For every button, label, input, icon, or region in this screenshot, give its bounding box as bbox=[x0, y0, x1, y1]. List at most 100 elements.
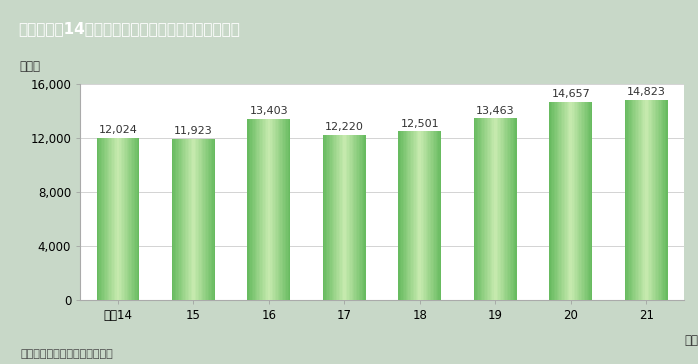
Bar bbox=[193, 139, 195, 300]
Bar bbox=[186, 139, 188, 300]
Bar bbox=[591, 102, 593, 300]
Bar bbox=[410, 131, 411, 300]
Bar bbox=[630, 100, 632, 300]
Bar bbox=[356, 135, 357, 300]
Bar bbox=[659, 100, 660, 300]
Bar bbox=[571, 102, 572, 300]
Bar bbox=[263, 119, 265, 300]
Bar bbox=[117, 138, 118, 300]
Bar bbox=[584, 102, 585, 300]
Bar bbox=[565, 102, 567, 300]
Bar bbox=[567, 102, 568, 300]
Bar bbox=[515, 118, 517, 300]
Bar bbox=[667, 100, 668, 300]
Bar bbox=[336, 135, 337, 300]
Bar bbox=[408, 131, 410, 300]
Bar bbox=[493, 118, 494, 300]
Bar bbox=[487, 118, 488, 300]
Bar bbox=[131, 138, 133, 300]
Bar bbox=[337, 135, 339, 300]
Bar bbox=[357, 135, 359, 300]
Bar bbox=[258, 119, 259, 300]
Bar bbox=[281, 119, 282, 300]
Bar bbox=[129, 138, 131, 300]
Bar bbox=[572, 102, 574, 300]
Bar bbox=[641, 100, 642, 300]
Bar bbox=[639, 100, 641, 300]
Bar bbox=[440, 131, 441, 300]
Bar bbox=[135, 138, 137, 300]
Bar bbox=[111, 138, 112, 300]
Bar bbox=[568, 102, 570, 300]
Bar bbox=[560, 102, 563, 300]
Bar bbox=[437, 131, 438, 300]
Bar bbox=[352, 135, 353, 300]
Bar bbox=[665, 100, 667, 300]
Bar bbox=[262, 119, 263, 300]
Bar bbox=[642, 100, 644, 300]
Bar bbox=[649, 100, 651, 300]
Bar bbox=[172, 139, 173, 300]
Bar bbox=[99, 138, 101, 300]
Bar bbox=[285, 119, 286, 300]
Bar bbox=[562, 102, 564, 300]
Text: （件）: （件） bbox=[20, 60, 41, 73]
Bar bbox=[656, 100, 658, 300]
Bar bbox=[558, 102, 559, 300]
Bar bbox=[211, 139, 212, 300]
Bar bbox=[265, 119, 266, 300]
Bar bbox=[475, 118, 477, 300]
Bar bbox=[662, 100, 664, 300]
Bar bbox=[252, 119, 253, 300]
Bar bbox=[253, 119, 255, 300]
Bar bbox=[278, 119, 279, 300]
Bar bbox=[629, 100, 630, 300]
Bar bbox=[574, 102, 575, 300]
Bar bbox=[348, 135, 349, 300]
Bar bbox=[507, 118, 508, 300]
Text: 13,463: 13,463 bbox=[476, 106, 514, 116]
Bar bbox=[283, 119, 285, 300]
Bar bbox=[404, 131, 406, 300]
Bar bbox=[645, 100, 646, 300]
Bar bbox=[431, 131, 433, 300]
Bar bbox=[286, 119, 288, 300]
Bar bbox=[175, 139, 177, 300]
Bar bbox=[496, 118, 497, 300]
Bar bbox=[626, 100, 628, 300]
Bar bbox=[360, 135, 362, 300]
Bar bbox=[349, 135, 350, 300]
Bar bbox=[501, 118, 503, 300]
Bar bbox=[589, 102, 591, 300]
Bar bbox=[134, 138, 135, 300]
Bar bbox=[355, 135, 356, 300]
Bar bbox=[579, 102, 581, 300]
Bar bbox=[114, 138, 115, 300]
Bar bbox=[126, 138, 128, 300]
Bar bbox=[138, 138, 140, 300]
Bar bbox=[552, 102, 554, 300]
Text: 14,823: 14,823 bbox=[627, 87, 666, 97]
Bar bbox=[128, 138, 129, 300]
Bar bbox=[658, 100, 659, 300]
Bar bbox=[438, 131, 440, 300]
Bar bbox=[110, 138, 111, 300]
Bar bbox=[417, 131, 419, 300]
Bar bbox=[364, 135, 366, 300]
Bar bbox=[628, 100, 629, 300]
Bar bbox=[269, 119, 270, 300]
Bar bbox=[430, 131, 431, 300]
Bar bbox=[638, 100, 639, 300]
Text: 第１－６－14図　ストーカー事案に関する認知件数: 第１－６－14図 ストーカー事案に関する認知件数 bbox=[19, 21, 241, 36]
Text: 12,024: 12,024 bbox=[98, 125, 138, 135]
Text: 11,923: 11,923 bbox=[174, 126, 213, 136]
Bar bbox=[105, 138, 107, 300]
Bar bbox=[414, 131, 415, 300]
Bar bbox=[288, 119, 289, 300]
Bar bbox=[200, 139, 202, 300]
Bar bbox=[424, 131, 426, 300]
Bar bbox=[214, 139, 215, 300]
Bar bbox=[664, 100, 665, 300]
Bar bbox=[363, 135, 364, 300]
Bar bbox=[554, 102, 555, 300]
